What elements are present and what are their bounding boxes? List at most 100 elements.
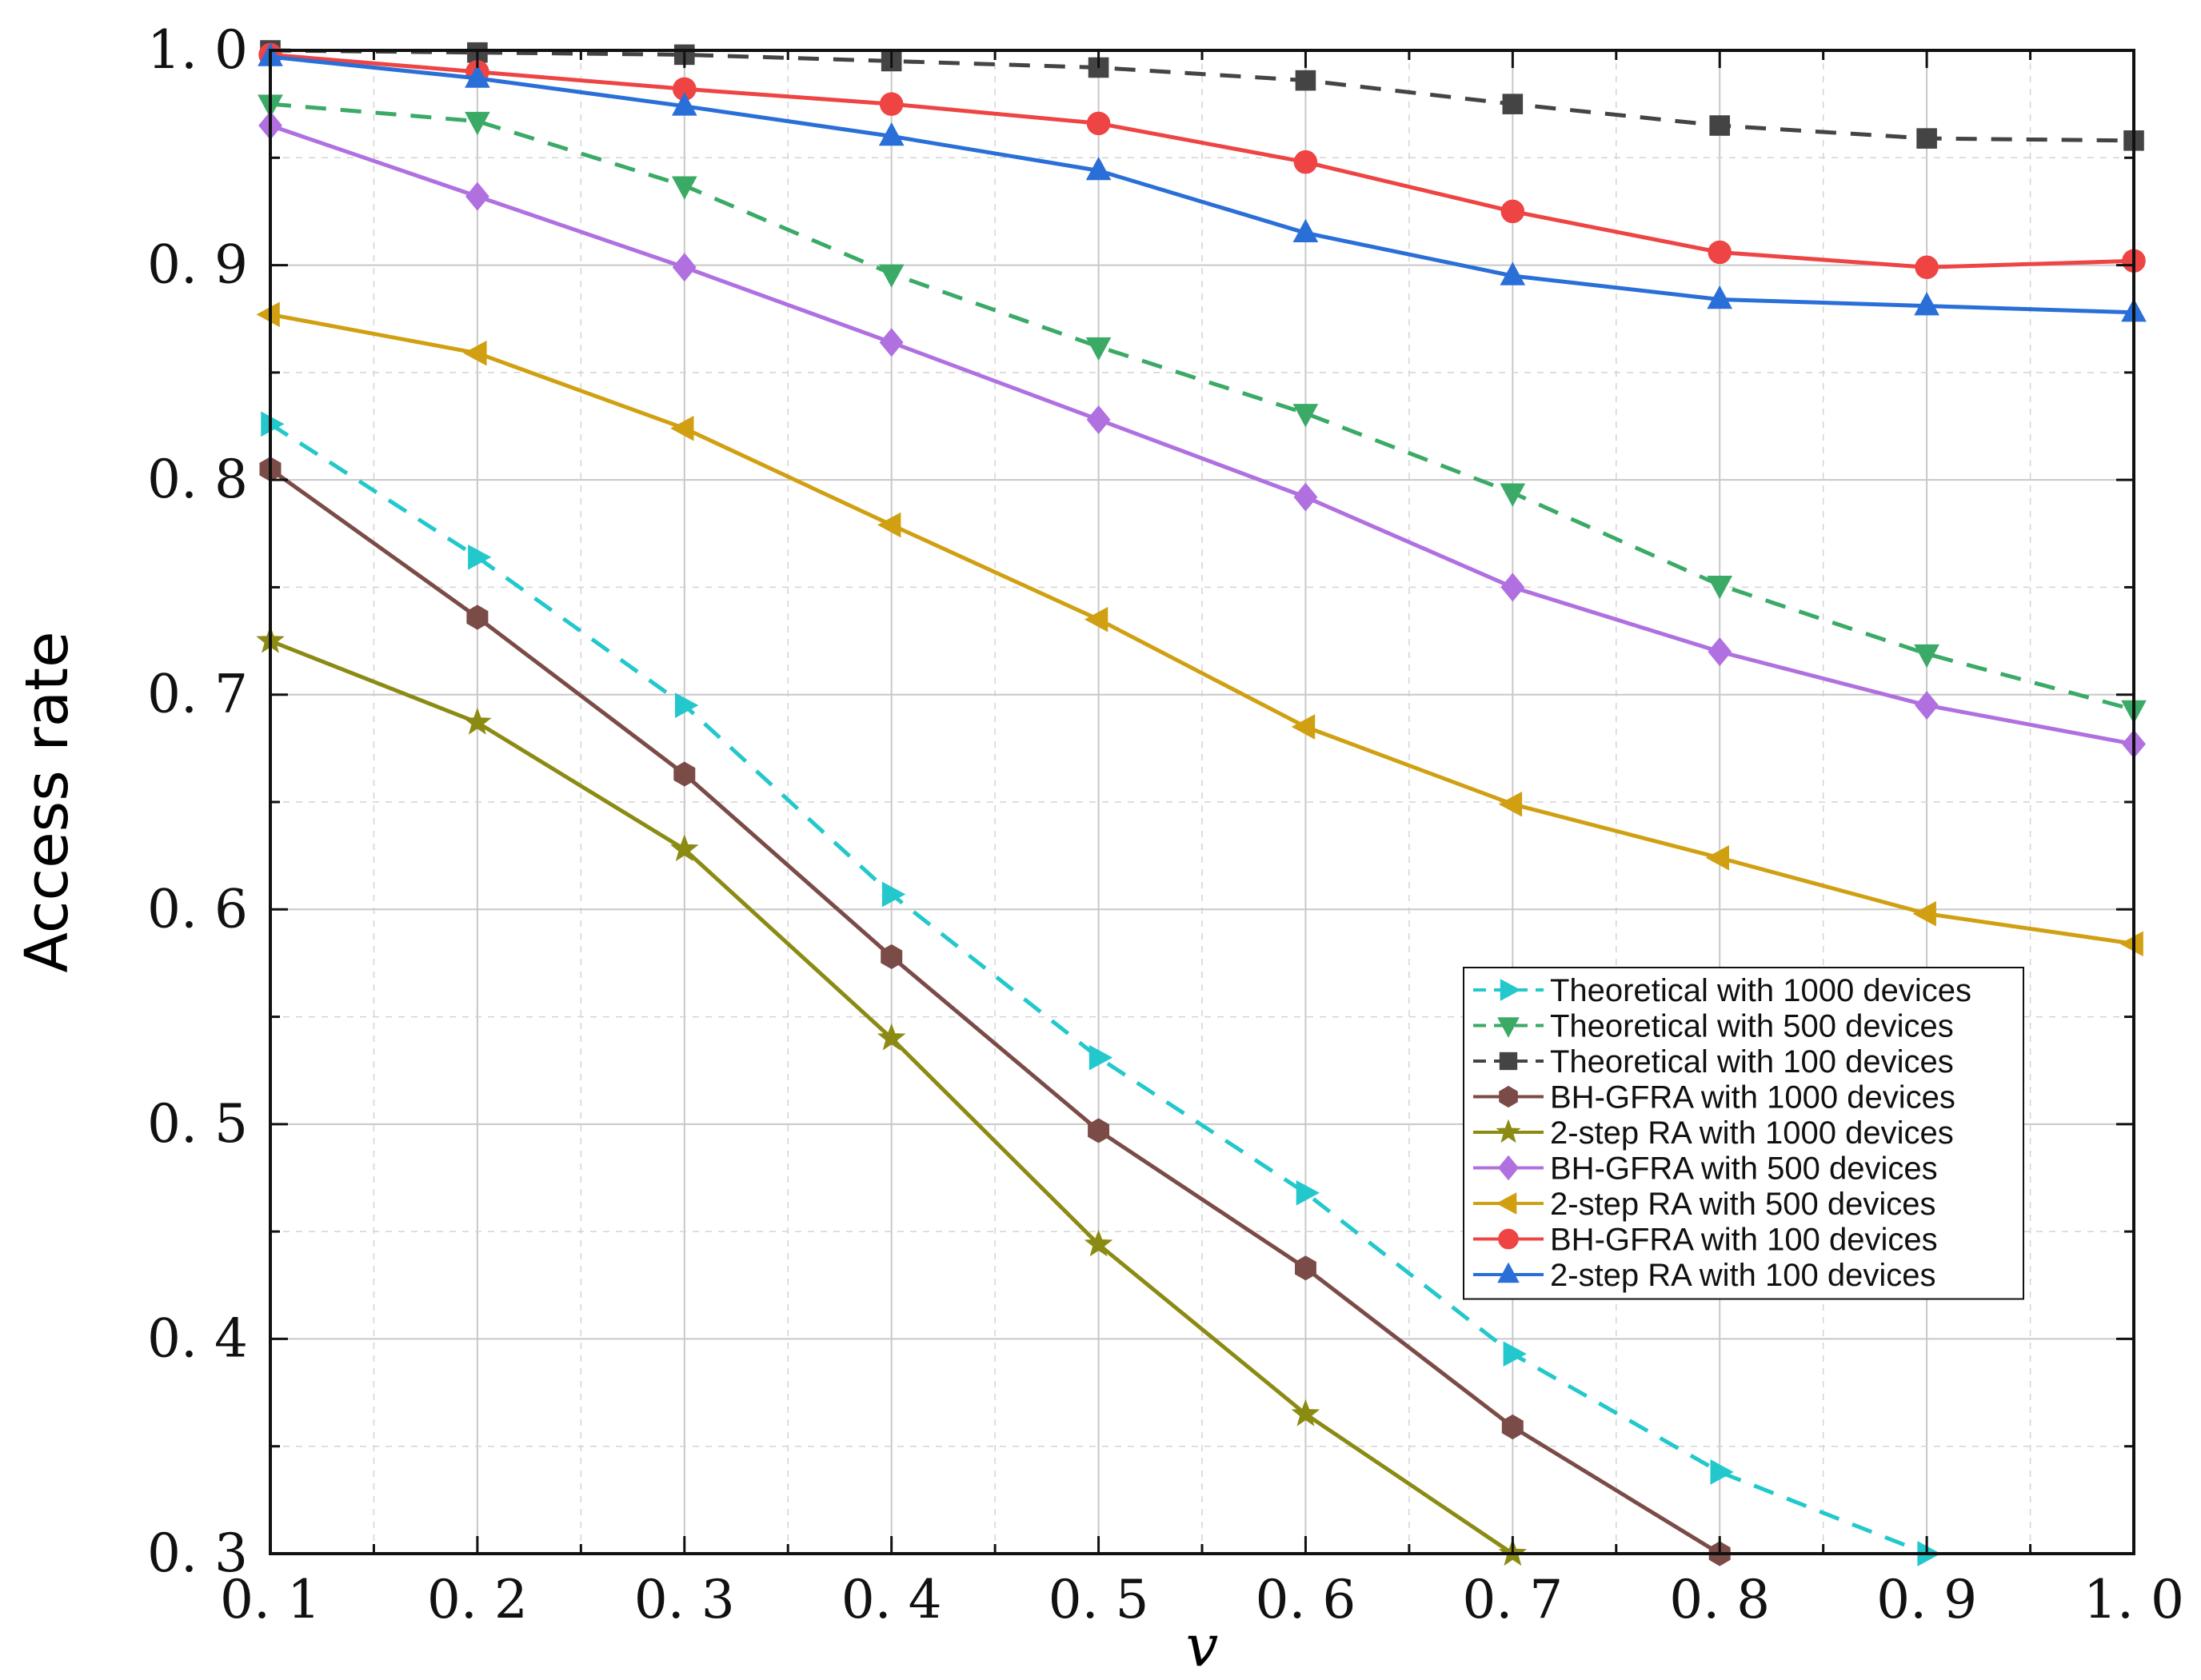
data-point xyxy=(1498,791,1523,817)
legend-item: 2-step RA with 1000 devices xyxy=(1473,1115,1954,1151)
legend-label: Theoretical with 1000 devices xyxy=(1550,973,1971,1008)
data-point xyxy=(1088,1118,1109,1143)
data-point xyxy=(256,301,280,328)
x-axis-title: v xyxy=(1186,1612,1219,1679)
y-tick-label: 0. 7 xyxy=(147,664,248,725)
legend-marker xyxy=(1497,1262,1520,1283)
axis-tick-labels: 0. 1 0. 2 0. 3 0. 4 0. 5 0. 6 0. 7 0. 8 0. 9 1. 0… xyxy=(147,19,2184,1630)
y-tick-label: 0. 4 xyxy=(147,1307,248,1369)
series-7 xyxy=(256,301,2143,957)
data-point xyxy=(671,92,697,116)
legend-label: Theoretical with 500 devices xyxy=(1550,1009,1954,1044)
series-line xyxy=(270,312,2135,946)
data-point xyxy=(1291,714,1316,740)
y-tick-label: 0. 3 xyxy=(147,1522,248,1584)
data-point xyxy=(672,253,697,282)
data-point xyxy=(877,1023,906,1051)
legend-marker xyxy=(1499,1051,1518,1071)
data-point xyxy=(465,182,489,211)
legend-item: Theoretical with 500 devices xyxy=(1473,1009,1954,1044)
data-point xyxy=(1502,94,1524,114)
y-tick-label: 0. 9 xyxy=(147,234,248,296)
data-point xyxy=(466,605,489,630)
axis-ticks xyxy=(269,49,2135,1555)
x-tick-label: 0. 4 xyxy=(841,1569,942,1630)
series-line xyxy=(270,123,2135,746)
data-point xyxy=(881,881,906,908)
data-point xyxy=(1500,483,1526,507)
legend-item: 2-step RA with 100 devices xyxy=(1473,1258,1935,1293)
legend-label: BH-GFRA with 1000 devices xyxy=(1550,1080,1955,1115)
legend-marker xyxy=(1497,1017,1520,1038)
data-point xyxy=(1291,1399,1320,1427)
data-point xyxy=(1915,691,1939,720)
legend-item: BH-GFRA with 100 devices xyxy=(1473,1223,1938,1258)
data-point xyxy=(1707,285,1733,309)
data-point xyxy=(671,176,697,200)
series-4 xyxy=(259,457,1731,1566)
data-point xyxy=(1085,156,1112,181)
legend-label: 2-step RA with 1000 devices xyxy=(1550,1115,1954,1151)
legend-marker xyxy=(1498,1228,1519,1250)
data-point xyxy=(1295,1255,1316,1281)
legend-label: BH-GFRA with 500 devices xyxy=(1550,1151,1938,1187)
data-point xyxy=(261,411,285,437)
data-point xyxy=(1500,199,1525,224)
x-tick-label: 0. 7 xyxy=(1462,1569,1563,1630)
series-6 xyxy=(258,110,2146,759)
data-point xyxy=(1503,1341,1527,1367)
data-point xyxy=(878,122,905,146)
series-1 xyxy=(261,411,1941,1566)
series-line xyxy=(269,467,1721,1556)
data-point xyxy=(1085,337,1112,361)
legend-label: BH-GFRA with 100 devices xyxy=(1550,1223,1938,1258)
data-point xyxy=(1292,218,1319,242)
data-point xyxy=(1089,1044,1113,1071)
x-tick-label: 0. 1 xyxy=(220,1569,321,1630)
data-point xyxy=(1500,573,1525,602)
data-point xyxy=(881,944,903,969)
data-point xyxy=(468,544,492,570)
legend-marker xyxy=(1496,1192,1517,1215)
data-point xyxy=(879,328,904,357)
legend-marker xyxy=(1500,979,1521,1001)
data-point xyxy=(1293,482,1318,512)
data-point xyxy=(1293,150,1318,174)
data-point xyxy=(878,264,905,288)
data-point xyxy=(673,761,696,787)
data-point xyxy=(1705,844,1729,871)
data-point xyxy=(675,692,699,718)
data-point xyxy=(1296,1179,1320,1206)
data-point xyxy=(1708,240,1732,265)
legend-item: BH-GFRA with 1000 devices xyxy=(1473,1080,1955,1115)
legend-marker xyxy=(1498,1155,1519,1181)
x-tick-label: 1. 0 xyxy=(2083,1569,2184,1630)
legend-item: Theoretical with 100 devices xyxy=(1473,1044,1954,1079)
data-point xyxy=(1914,292,1939,316)
series-line xyxy=(270,48,2135,143)
data-point xyxy=(463,707,492,735)
data-point xyxy=(1085,606,1108,632)
data-point xyxy=(1709,115,1731,136)
x-tick-label: 0. 8 xyxy=(1669,1569,1770,1630)
data-point xyxy=(670,834,699,862)
data-point xyxy=(1086,405,1111,434)
data-point xyxy=(1710,1459,1734,1485)
data-point xyxy=(1914,644,1939,668)
x-tick-label: 0. 2 xyxy=(427,1569,528,1630)
series-line xyxy=(270,52,2135,269)
x-tick-label: 0. 9 xyxy=(1876,1569,1977,1630)
legend-item: 2-step RA with 500 devices xyxy=(1473,1187,1935,1222)
data-point xyxy=(465,64,490,88)
y-tick-label: 0. 5 xyxy=(147,1093,248,1155)
data-point xyxy=(1708,637,1732,667)
data-point xyxy=(1912,900,1936,927)
y-axis-title: Access rate xyxy=(13,631,82,972)
y-tick-label: 0. 8 xyxy=(147,449,248,510)
data-point xyxy=(1916,128,1937,149)
data-point xyxy=(877,512,901,538)
data-point xyxy=(2119,931,2143,957)
data-point xyxy=(1500,261,1526,285)
